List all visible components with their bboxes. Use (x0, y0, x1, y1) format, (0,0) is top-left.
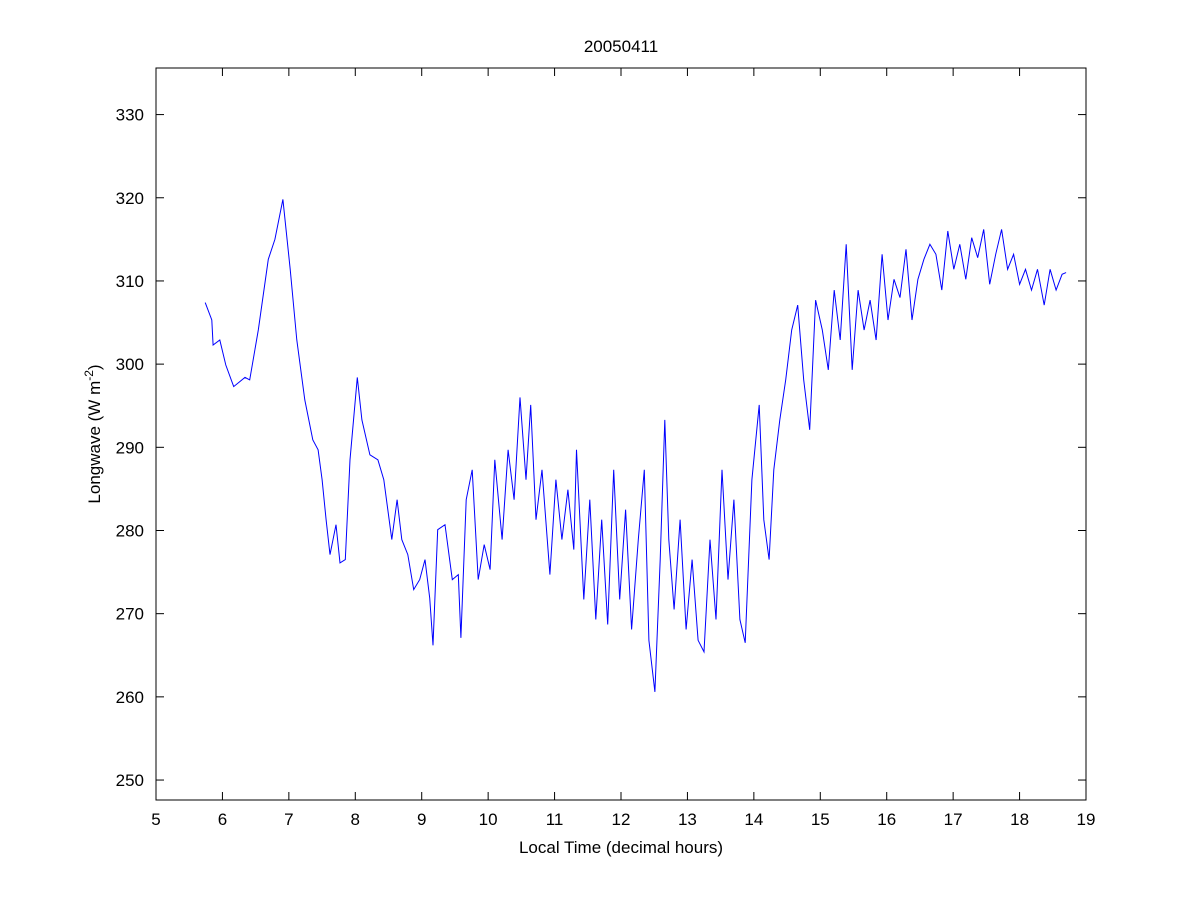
x-tick-label: 7 (284, 810, 293, 829)
y-tick-label: 270 (116, 605, 144, 624)
chart-title: 20050411 (584, 37, 658, 56)
y-tick-label: 290 (116, 438, 144, 457)
x-tick-label: 9 (417, 810, 426, 829)
x-tick-label: 16 (877, 810, 896, 829)
x-tick-label: 10 (479, 810, 498, 829)
x-tick-label: 14 (744, 810, 763, 829)
x-tick-label: 8 (351, 810, 360, 829)
x-tick-label: 15 (811, 810, 830, 829)
x-tick-label: 17 (944, 810, 963, 829)
x-tick-label: 19 (1077, 810, 1096, 829)
series-line-longwave (204, 199, 1067, 692)
plot-area (155, 67, 1087, 801)
y-tick-label: 260 (116, 688, 144, 707)
y-tick-label: 320 (116, 189, 144, 208)
x-tick-label: 6 (218, 810, 227, 829)
x-tick-label: 5 (151, 810, 160, 829)
x-tick-label: 18 (1010, 810, 1029, 829)
x-axis-label: Local Time (decimal hours) (519, 838, 723, 857)
y-tick-label: 280 (116, 521, 144, 540)
y-tick-label: 310 (116, 272, 144, 291)
x-tick-label: 12 (612, 810, 631, 829)
y-axis-label: Longwave (W m-2) (82, 364, 104, 503)
y-tick-label: 300 (116, 355, 144, 374)
x-tick-label: 13 (678, 810, 697, 829)
y-tick-label: 330 (116, 106, 144, 125)
y-tick-label: 250 (116, 771, 144, 790)
x-tick-label: 11 (546, 810, 564, 829)
